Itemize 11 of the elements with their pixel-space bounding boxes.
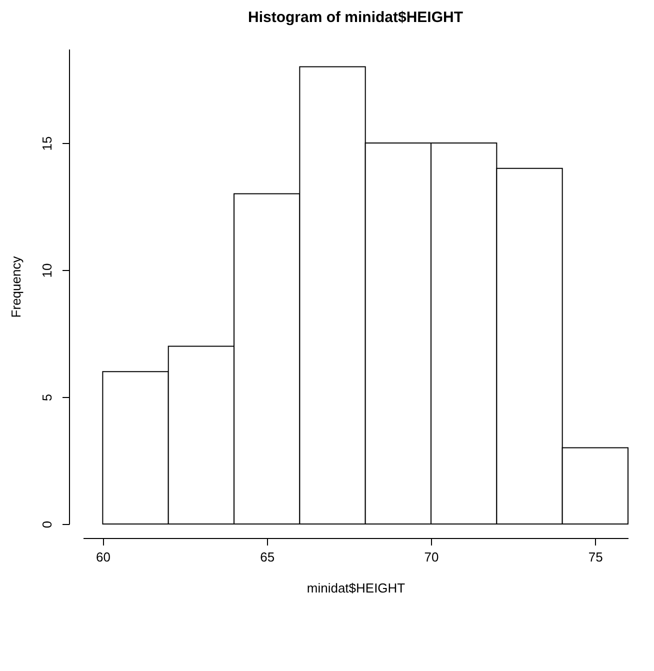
- chart-title: Histogram of minidat$HEIGHT: [248, 9, 464, 26]
- y-axis-title: Frequency: [8, 256, 24, 318]
- x-tick-label: 60: [96, 550, 110, 564]
- x-axis-title: minidat$HEIGHT: [306, 580, 406, 596]
- x-tick-label: 75: [588, 550, 603, 564]
- y-tick-label: 5: [40, 394, 54, 402]
- y-tick-label: 0: [40, 520, 54, 528]
- x-tick-label: 70: [424, 550, 439, 564]
- y-tick-label: 10: [40, 263, 54, 278]
- y-tick-label: 15: [40, 136, 54, 151]
- x-tick-label: 65: [260, 550, 275, 564]
